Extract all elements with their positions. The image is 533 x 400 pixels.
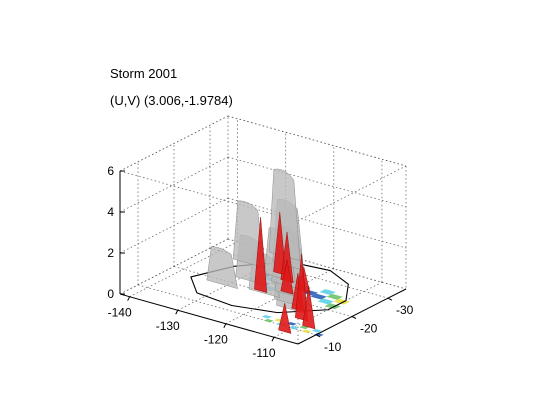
z-tick-label: 2 [107,246,114,260]
slice-cell [313,332,324,337]
slice-cell [319,289,336,295]
slice-cell [311,329,322,333]
x-tick-label: -130 [156,319,180,333]
x-tick-label: -120 [204,333,228,347]
slice-cell [301,329,312,334]
chart-title: Storm 2001 [110,66,178,81]
x-tick [175,309,179,315]
x-tick-label: -140 [108,306,132,320]
z-tick-label: 0 [107,287,114,301]
grid-line-z [227,238,407,290]
y-tick-label: -20 [360,322,378,336]
slice-cell [324,303,341,310]
y-tick [315,334,321,338]
red-isosurface-spike [254,217,268,293]
slice-cell [317,298,334,305]
grid-line-z [119,115,229,172]
x-tick [127,296,131,301]
chart-subtitle: (U,V) (3.006,-1.9784) [110,93,233,108]
slice-cell [326,293,343,300]
x-tick-label: -110 [252,346,275,360]
red-isosurface-spike [302,286,316,330]
grid-line-z [227,197,407,249]
grid-line-z [119,197,229,254]
grid-line-y [137,284,317,336]
y-tick-label: -10 [324,340,342,354]
y-tick [387,297,393,301]
grid-line-z [119,238,229,295]
slice-cell [288,325,299,330]
gray-isosurface-column [232,200,265,268]
gray-isosurface-column [268,168,301,262]
red-isosurface-spike [273,211,287,276]
slice-cell [261,314,272,319]
slice-cell [333,298,350,305]
grid-line-z [227,156,407,208]
z-tick-label: 6 [107,164,114,178]
box-edge [297,165,407,222]
red-isosurface-spike [280,259,294,295]
grid-line-z [119,156,229,213]
x-axis-line [119,293,299,345]
slice-cell [299,325,310,330]
z-tick-label: 4 [107,205,114,219]
red-isosurface-spike [278,302,292,334]
box-edge [119,170,299,222]
x-tick [223,323,227,328]
slice-cell [286,321,297,326]
x-tick [271,337,275,342]
y-tick-label: -30 [396,303,414,317]
red-isosurface-spike [295,253,309,322]
slice-cell [310,293,327,300]
slice-cell [263,318,274,323]
gray-isosurface-column [206,246,238,290]
y-tick [351,316,357,319]
grid-line-z [227,115,407,167]
